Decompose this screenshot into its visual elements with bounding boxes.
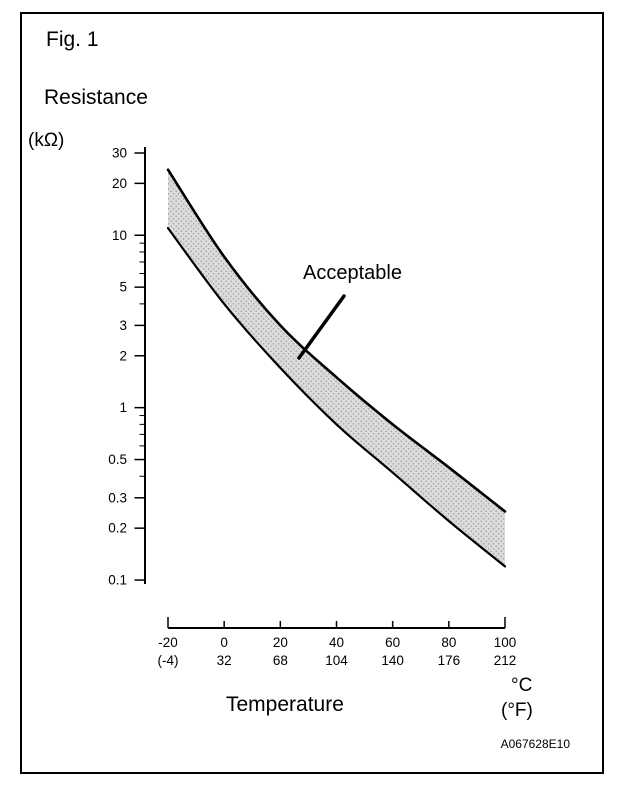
acceptable-band-label: Acceptable (303, 262, 402, 284)
y-tick-label: 2 (119, 348, 127, 363)
y-tick-label: 0.5 (108, 452, 127, 467)
y-tick-label: 0.2 (108, 521, 127, 536)
y-axis: 30 20 10 5 3 2 1 0.5 0.3 0.2 0.1 (108, 146, 146, 588)
x-tick-label-celsius: -20 (158, 635, 178, 650)
x-tick-label-fahrenheit: 104 (325, 653, 348, 668)
x-tick-label-celsius: 100 (494, 635, 517, 650)
x-tick-label-fahrenheit: 140 (381, 653, 404, 668)
y-tick-label: 30 (112, 146, 127, 161)
acceptable-leader-line (297, 294, 346, 360)
x-axis-scale: -20 (-4) 0 32 20 68 40 104 60 140 80 176 100 212 (158, 617, 517, 668)
x-axis-title: Temperature (226, 693, 344, 716)
y-tick-label: 0.3 (108, 490, 127, 505)
x-tick-label-fahrenheit: (-4) (158, 653, 179, 668)
y-tick-label: 1 (119, 400, 127, 415)
y-tick-label: 20 (112, 176, 127, 191)
limit-curves (166, 168, 507, 568)
x-tick-label-celsius: 20 (273, 635, 288, 650)
document-code: A067628E10 (500, 737, 570, 751)
x-axis-unit-fahrenheit: (°F) (501, 700, 533, 721)
x-tick-label-fahrenheit: 68 (273, 653, 288, 668)
acceptable-band (168, 169, 505, 567)
y-axis-unit: (kΩ) (28, 130, 65, 151)
y-tick-label: 3 (119, 318, 127, 333)
figure-border (20, 12, 604, 774)
x-tick-label-celsius: 80 (441, 635, 456, 650)
x-tick-label-celsius: 60 (385, 635, 400, 650)
y-tick-label: 10 (112, 228, 127, 243)
x-tick-label-fahrenheit: 176 (438, 653, 461, 668)
upper-limit-curve (166, 168, 507, 513)
x-tick-label-fahrenheit: 212 (494, 653, 517, 668)
lower-limit-curve (166, 227, 507, 568)
figure-title: Fig. 1 (46, 28, 99, 51)
x-tick-label-fahrenheit: 32 (217, 653, 232, 668)
x-tick-label-celsius: 40 (329, 635, 344, 650)
x-tick-label-celsius: 0 (220, 635, 228, 650)
y-tick-label: 0.1 (108, 573, 127, 588)
y-tick-label: 5 (119, 280, 127, 295)
y-axis-title: Resistance (44, 86, 148, 109)
x-axis-unit-celsius: °C (511, 675, 533, 696)
